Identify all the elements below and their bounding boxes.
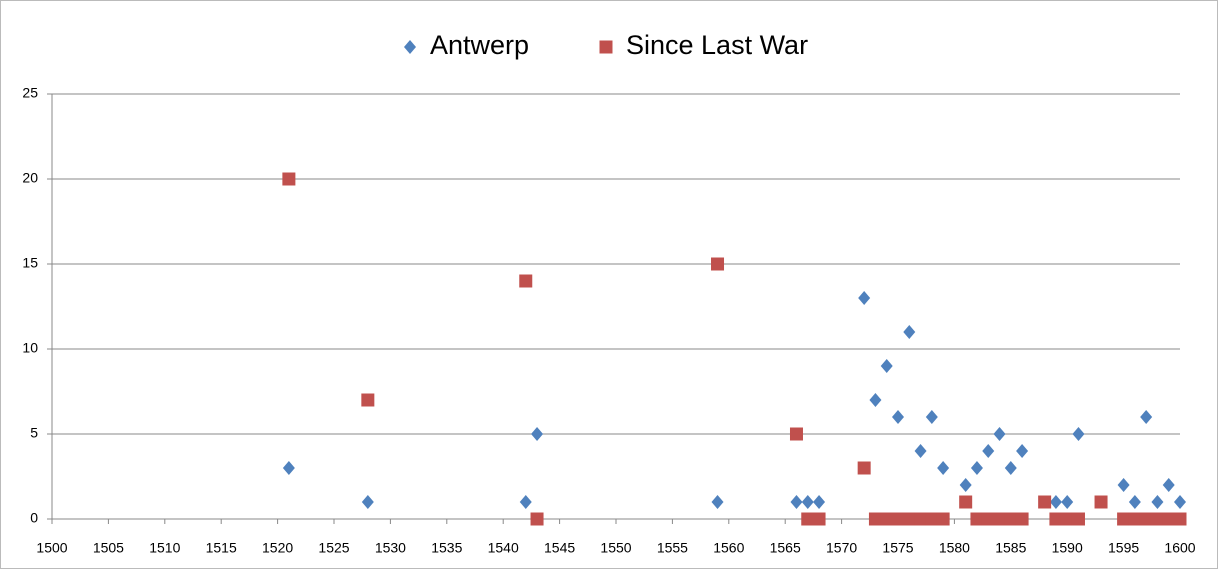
x-tick-label: 1510 xyxy=(149,540,180,556)
point xyxy=(789,427,803,441)
point xyxy=(880,512,894,526)
point xyxy=(1004,461,1017,475)
x-tick-label: 1590 xyxy=(1052,540,1083,556)
point xyxy=(868,512,882,526)
point xyxy=(1128,512,1142,526)
point xyxy=(361,495,374,509)
point xyxy=(1094,495,1108,509)
point xyxy=(914,444,927,458)
point xyxy=(282,461,295,475)
y-tick-label: 20 xyxy=(22,170,38,186)
x-tick-label: 1580 xyxy=(939,540,970,556)
point xyxy=(981,512,995,526)
point xyxy=(1162,512,1176,526)
point xyxy=(892,410,904,424)
x-tick-label: 1565 xyxy=(770,540,801,556)
y-tick-label: 10 xyxy=(22,340,38,356)
point xyxy=(1071,512,1085,526)
point xyxy=(959,478,972,492)
x-tick-label: 1575 xyxy=(882,540,913,556)
point xyxy=(993,427,1006,441)
point xyxy=(857,461,871,475)
point xyxy=(936,512,950,526)
point xyxy=(902,512,916,526)
point xyxy=(1072,427,1085,441)
point xyxy=(282,172,296,186)
x-tick-label: 1540 xyxy=(488,540,519,556)
point xyxy=(1173,512,1187,526)
x-tick-label: 1525 xyxy=(318,540,349,556)
point xyxy=(801,512,815,526)
point xyxy=(1061,495,1074,509)
x-tick-label: 1500 xyxy=(36,540,67,556)
point xyxy=(914,512,928,526)
point xyxy=(903,325,916,339)
point xyxy=(1140,410,1153,424)
point xyxy=(519,495,532,509)
point xyxy=(1004,512,1018,526)
point xyxy=(982,444,995,458)
legend-marker xyxy=(599,40,613,54)
point xyxy=(1049,495,1062,509)
x-tick-label: 1585 xyxy=(995,540,1026,556)
y-tick-label: 0 xyxy=(30,510,38,526)
point xyxy=(1049,512,1063,526)
y-tick-label: 5 xyxy=(30,425,38,441)
x-tick-label: 1535 xyxy=(431,540,462,556)
point xyxy=(711,495,724,509)
x-tick-label: 1570 xyxy=(826,540,857,556)
point xyxy=(530,512,544,526)
x-tick-label: 1550 xyxy=(600,540,631,556)
point xyxy=(993,512,1007,526)
point xyxy=(1015,512,1029,526)
x-tick-label: 1520 xyxy=(262,540,293,556)
point xyxy=(1150,512,1164,526)
legend-label: Antwerp xyxy=(430,30,529,60)
legend-label: Since Last War xyxy=(626,30,808,60)
x-tick-label: 1595 xyxy=(1108,540,1139,556)
point xyxy=(361,393,375,407)
point xyxy=(1117,512,1131,526)
point xyxy=(970,461,983,475)
point xyxy=(858,291,871,305)
point xyxy=(790,495,803,509)
legend-marker xyxy=(404,40,416,54)
point xyxy=(1162,478,1175,492)
point xyxy=(531,427,544,441)
x-tick-label: 1560 xyxy=(713,540,744,556)
point xyxy=(1117,478,1130,492)
point xyxy=(869,393,882,407)
point xyxy=(925,410,938,424)
point xyxy=(1038,495,1052,509)
point xyxy=(1128,495,1141,509)
point xyxy=(1174,495,1186,509)
point xyxy=(812,512,826,526)
x-tick-label: 1530 xyxy=(375,540,406,556)
point xyxy=(880,359,893,373)
point xyxy=(925,512,939,526)
point xyxy=(891,512,905,526)
point xyxy=(711,257,725,271)
x-tick-label: 1555 xyxy=(657,540,688,556)
point xyxy=(1060,512,1074,526)
point xyxy=(813,495,826,509)
x-tick-label: 1545 xyxy=(544,540,575,556)
y-tick-label: 15 xyxy=(22,255,38,271)
y-tick-label: 25 xyxy=(22,85,38,101)
x-tick-label: 1505 xyxy=(93,540,124,556)
x-tick-label: 1600 xyxy=(1164,540,1195,556)
point xyxy=(1139,512,1153,526)
point xyxy=(1016,444,1029,458)
point xyxy=(519,274,533,288)
point xyxy=(959,495,973,509)
point xyxy=(970,512,984,526)
point xyxy=(937,461,950,475)
x-tick-label: 1515 xyxy=(206,540,237,556)
point xyxy=(1151,495,1164,509)
point xyxy=(801,495,814,509)
